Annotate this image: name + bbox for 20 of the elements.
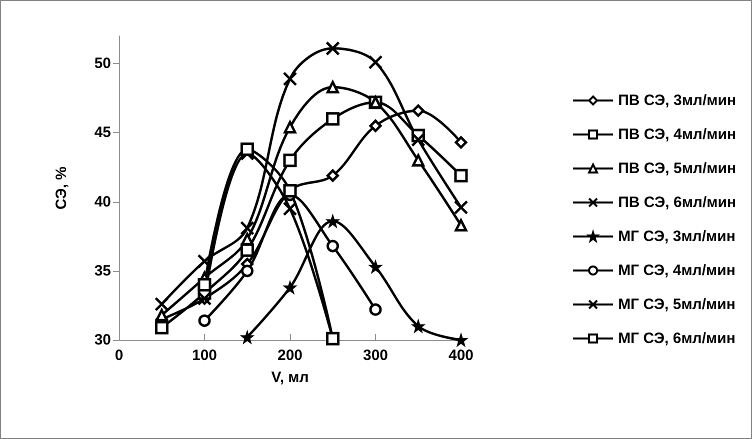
legend-label: МГ СЭ, 4мл/мин	[618, 262, 736, 279]
legend-label: ПВ СЭ, 4мл/мин	[618, 126, 736, 143]
legend-label: ПВ СЭ, 6мл/мин	[618, 194, 736, 211]
legend-label: ПВ СЭ, 3мл/мин	[618, 92, 736, 109]
legend-label: МГ СЭ, 5мл/мин	[618, 296, 736, 313]
y-tick-label: 35	[94, 262, 111, 280]
x-tick-label: 300	[362, 347, 388, 364]
legend-label: МГ СЭ, 3мл/мин	[618, 228, 736, 245]
x-tick-label: 400	[448, 347, 474, 364]
legend-label: МГ СЭ, 6мл/мин	[618, 330, 736, 347]
legend-label: ПВ СЭ, 5мл/мин	[618, 160, 736, 177]
y-axis-title: СЭ, %	[53, 166, 70, 210]
y-tick-label: 50	[94, 55, 111, 72]
y-tick-label: 40	[94, 193, 111, 210]
x-axis-title: V, мл	[271, 369, 309, 386]
y-tick-label: 45	[94, 124, 111, 142]
x-tick-label: 100	[192, 347, 218, 364]
x-tick-label: 0	[114, 347, 124, 364]
y-tick-label: 30	[94, 332, 111, 348]
x-tick-label: 200	[277, 347, 303, 364]
